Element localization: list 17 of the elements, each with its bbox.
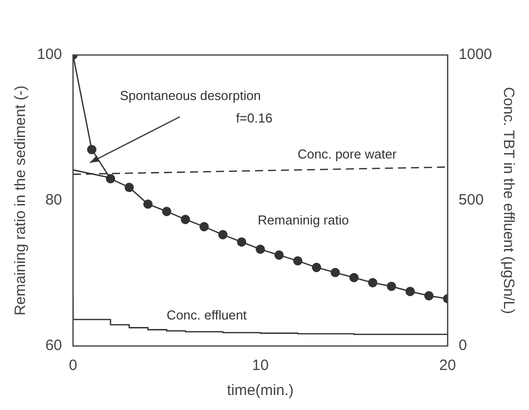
- y2-tick-label: 1000: [458, 46, 492, 64]
- x-tick-label: 20: [439, 357, 456, 374]
- series-label: Remaninig ratio: [258, 212, 349, 228]
- y2-tick-label: 500: [458, 192, 484, 209]
- y-tick-label: 60: [45, 337, 62, 354]
- y-axis-title: Remaining ratio in the sediment (-): [12, 85, 30, 316]
- annotation: Spontaneous desorption: [120, 88, 261, 104]
- series-label: Conc. effluent: [166, 307, 248, 322]
- y2-axis-title: Conc. TBT in the effluent (μgSn/L): [500, 86, 517, 314]
- y2-tick-label: 0: [458, 337, 467, 354]
- x-tick-label: 0: [68, 357, 78, 374]
- annotation: f=0.16: [236, 110, 272, 126]
- y-tick-label: 100: [36, 46, 62, 64]
- series-label: Conc. pore water: [298, 146, 398, 162]
- y-tick-label: 80: [45, 192, 62, 209]
- x-tick-label: 10: [252, 357, 269, 374]
- x-axis-title: time(min.): [226, 382, 294, 400]
